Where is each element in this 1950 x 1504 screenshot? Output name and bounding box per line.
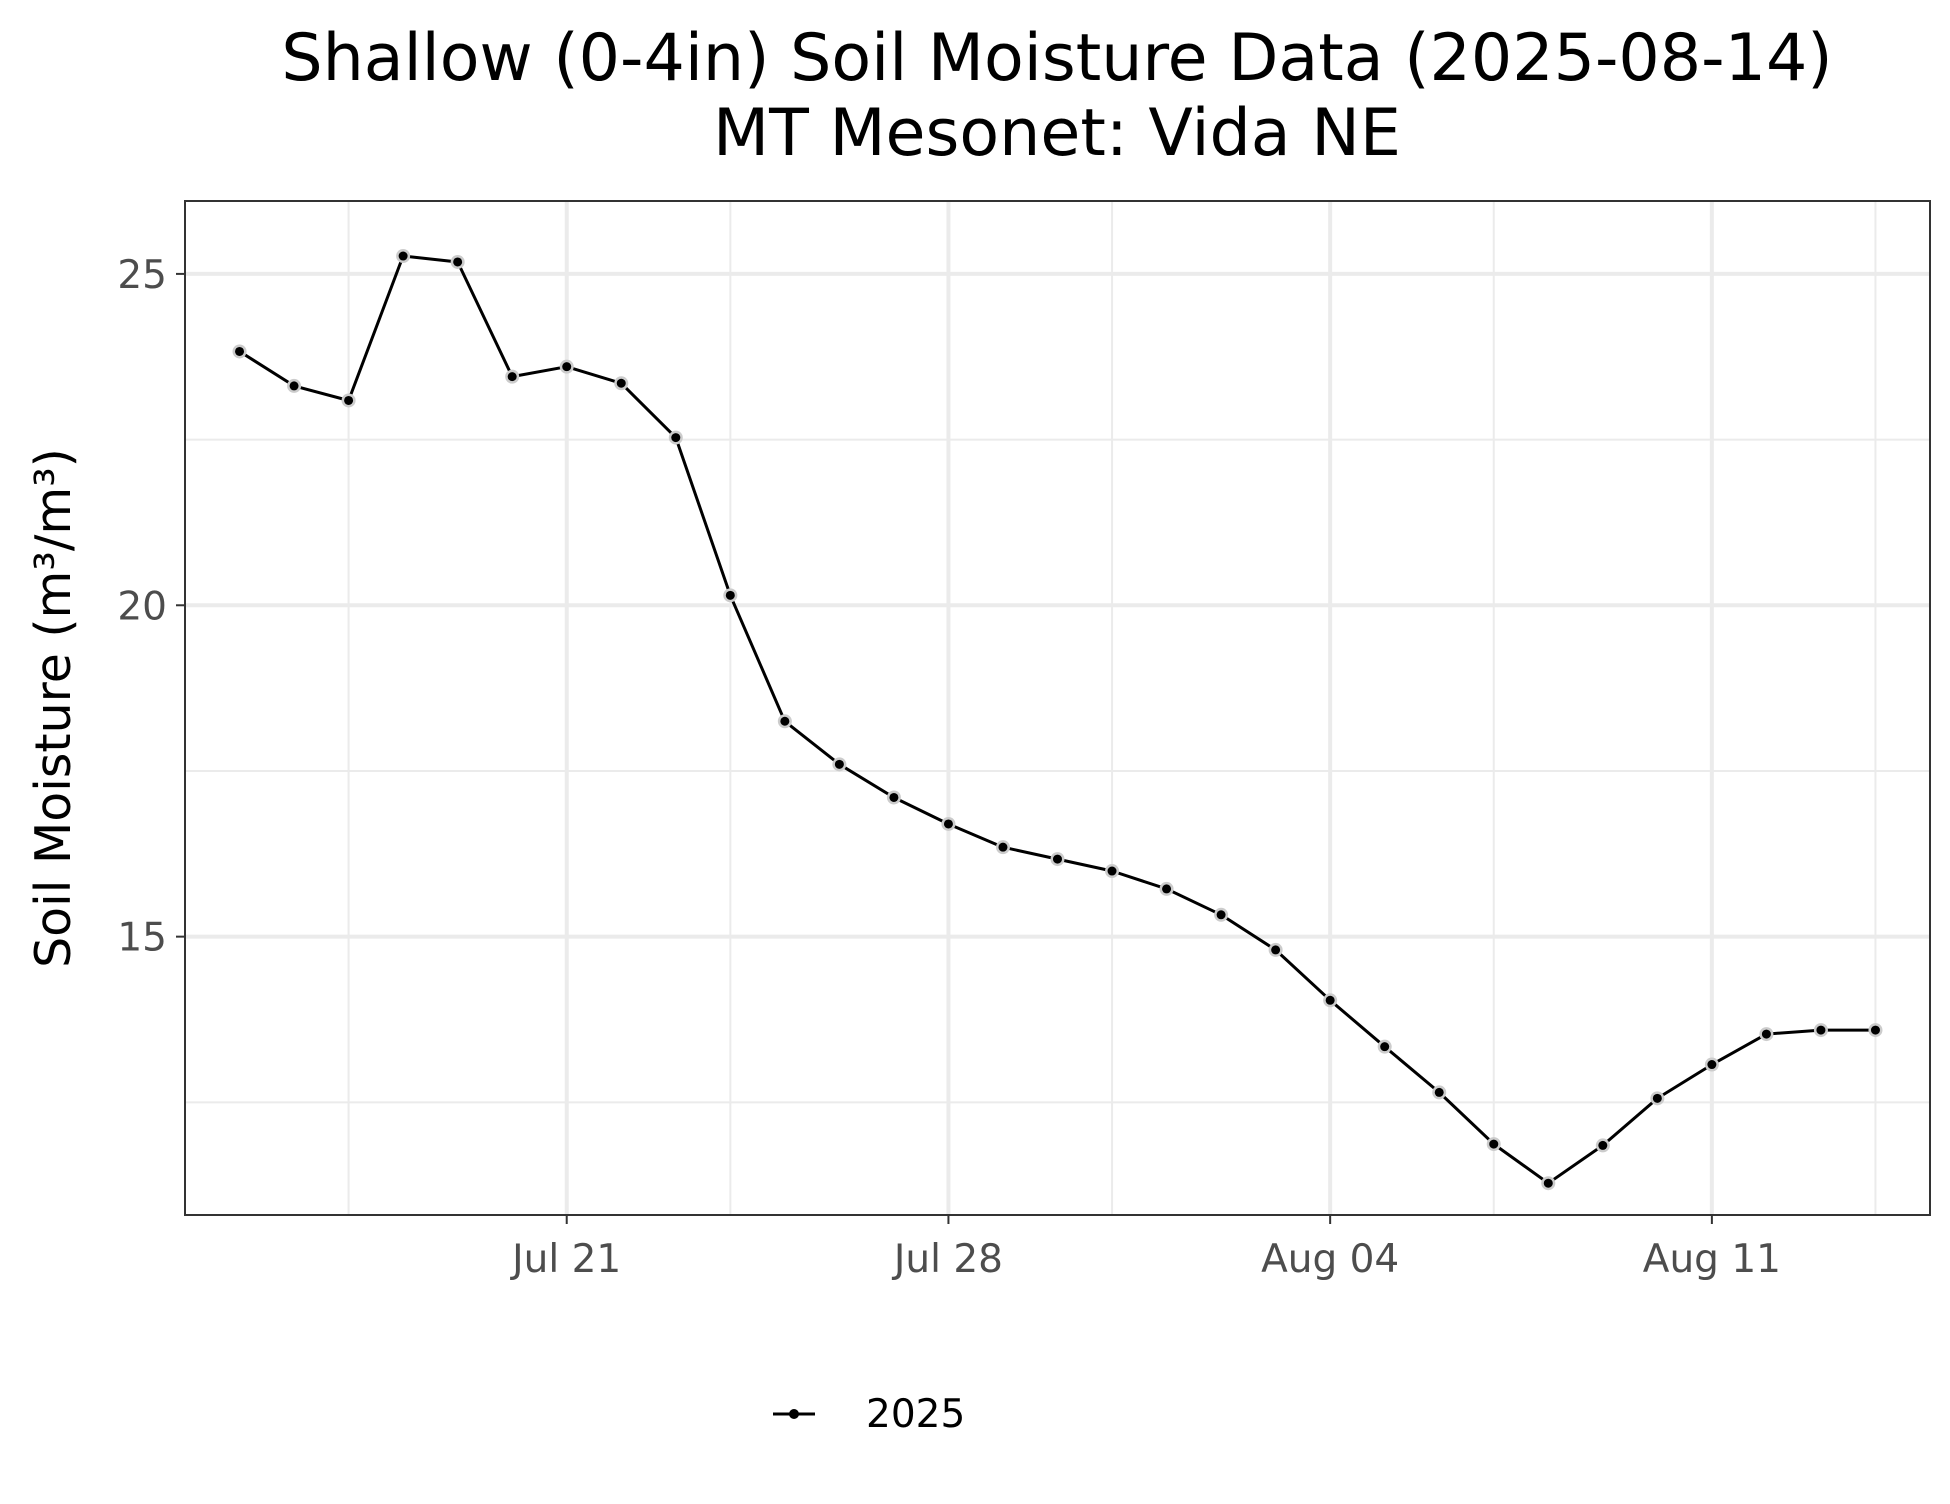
data-point xyxy=(1707,1060,1717,1070)
axes: 15 20 25 Jul 21 Jul 28 Aug 04 Aug 11 xyxy=(117,253,1781,1282)
data-point xyxy=(344,395,354,405)
y-tick-label: 25 xyxy=(117,253,167,298)
data-point xyxy=(943,819,953,829)
data-point xyxy=(1380,1042,1390,1052)
x-tick-label: Jul 21 xyxy=(509,1237,621,1282)
data-point xyxy=(562,362,572,372)
data-point xyxy=(398,251,408,261)
grid-lines xyxy=(185,201,1930,1215)
data-point xyxy=(1489,1139,1499,1149)
y-axis-title: Soil Moisture (m³/m³) xyxy=(25,448,82,968)
legend: 2025 xyxy=(773,1392,965,1437)
data-point xyxy=(616,378,626,388)
data-point xyxy=(1816,1025,1826,1035)
data-point xyxy=(1598,1140,1608,1150)
chart-subtitle: MT Mesonet: Vida NE xyxy=(713,96,1401,171)
data-point xyxy=(780,716,790,726)
y-tick-label: 15 xyxy=(117,916,167,961)
data-point xyxy=(889,792,899,802)
legend-label-2025: 2025 xyxy=(866,1392,965,1437)
data-point xyxy=(1652,1093,1662,1103)
data-point xyxy=(1053,854,1062,864)
data-point xyxy=(1216,910,1226,920)
series-points xyxy=(232,249,1883,1191)
data-point xyxy=(725,590,735,600)
data-point xyxy=(1870,1025,1880,1035)
y-tick-label: 20 xyxy=(117,584,167,629)
data-point xyxy=(671,433,681,443)
data-point xyxy=(834,759,844,769)
data-point xyxy=(1271,945,1281,955)
x-tick-label: Aug 04 xyxy=(1261,1237,1399,1282)
data-point xyxy=(1543,1178,1553,1188)
data-point xyxy=(235,346,245,356)
data-point xyxy=(1325,995,1335,1005)
chart-title: Shallow (0-4in) Soil Moisture Data (2025… xyxy=(281,21,1832,96)
plot-panel-border xyxy=(184,200,1931,1216)
x-tick-label: Aug 11 xyxy=(1643,1237,1781,1282)
data-point xyxy=(507,372,517,382)
data-point xyxy=(453,257,463,267)
legend-point-swatch xyxy=(789,1409,799,1419)
x-tick-label: Jul 28 xyxy=(891,1237,1003,1282)
data-point xyxy=(1162,884,1172,894)
data-point xyxy=(998,842,1008,852)
data-point xyxy=(289,381,299,391)
data-point xyxy=(1761,1029,1771,1039)
data-point xyxy=(1107,866,1117,876)
data-point xyxy=(1434,1087,1444,1097)
